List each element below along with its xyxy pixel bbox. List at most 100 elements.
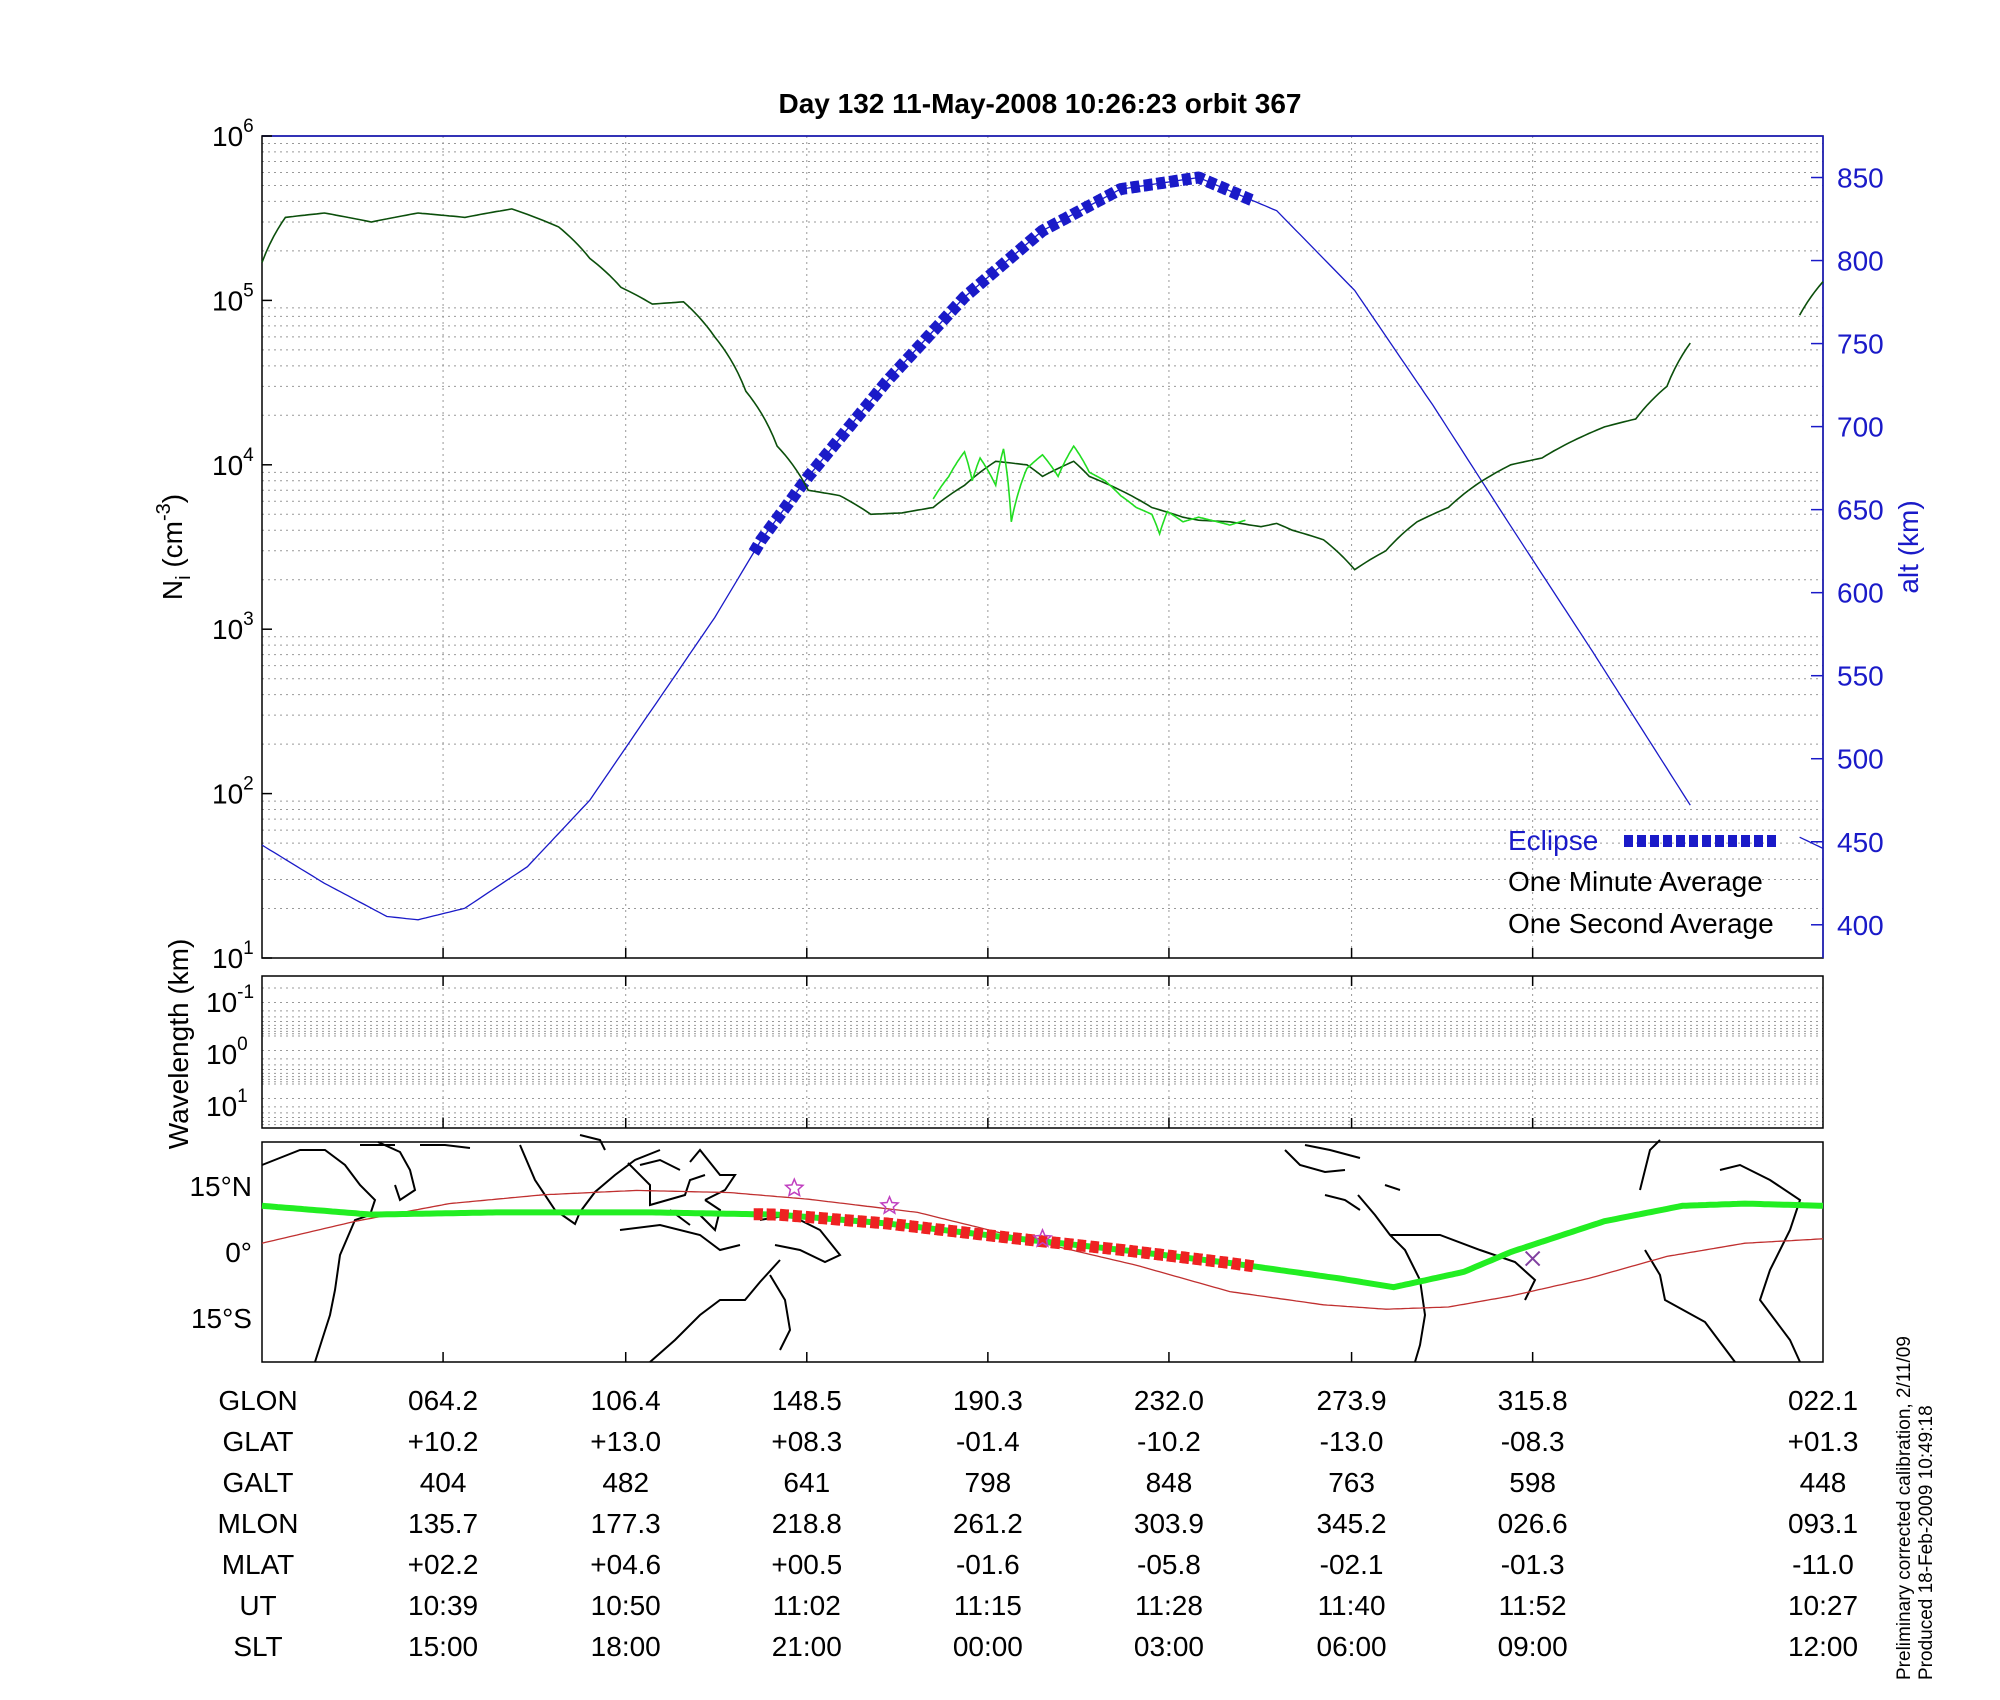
left-axis-label: Ni (cm-3) (153, 494, 195, 600)
table-cell: +10.2 (408, 1426, 479, 1457)
table-cell: 482 (602, 1467, 649, 1498)
table-cell: 261.2 (953, 1508, 1023, 1539)
table-cell: +00.5 (771, 1549, 842, 1580)
panel1-grid (262, 136, 1823, 958)
coastlines (261, 1134, 1802, 1363)
ground-track-eclipse-segment (753, 1208, 1255, 1273)
table-cell: 15:00 (408, 1631, 478, 1662)
table-cell: 12:00 (1788, 1631, 1858, 1662)
table-row-label: GLAT (222, 1426, 293, 1457)
table-cell: 06:00 (1317, 1631, 1387, 1662)
wavelength-tick-base: 10 (206, 987, 237, 1018)
table-cell: 345.2 (1317, 1508, 1387, 1539)
panel2-grid (262, 976, 1823, 1128)
table-cell: 148.5 (772, 1385, 842, 1416)
left-tick-label: 106 (212, 116, 254, 152)
table-cell: -02.1 (1320, 1549, 1384, 1580)
legend-second-label: One Second Average (1508, 908, 1774, 939)
ni-one-minute-average-line (261, 208, 1824, 571)
table-cell: 03:00 (1134, 1631, 1204, 1662)
event-star-marker (1032, 1227, 1053, 1248)
right-tick-label: 600 (1837, 578, 1884, 609)
left-label-unit: (cm (157, 521, 188, 568)
table-cell: 190.3 (953, 1385, 1023, 1416)
event-markers (783, 1177, 1541, 1267)
table-cell: 00:00 (953, 1631, 1023, 1662)
left-tick-base: 10 (212, 943, 243, 974)
svg-text:Ni (cm-3): Ni (cm-3) (153, 494, 195, 600)
footer-notes: Preliminary corrected calibration, 2/11/… (1894, 1336, 1937, 1680)
wavelength-tick-base: 10 (206, 1039, 237, 1070)
footer-line-2: Produced 18-Feb-2009 10:49:18 (1916, 1405, 1937, 1680)
table-cell: 09:00 (1498, 1631, 1568, 1662)
table-cell: 273.9 (1317, 1385, 1387, 1416)
table-cell: +08.3 (771, 1426, 842, 1457)
altitude-line (261, 176, 1824, 921)
right-tick-label: 550 (1837, 661, 1884, 692)
table-cell: 18:00 (591, 1631, 661, 1662)
panel2-frame (261, 975, 1824, 1129)
wavelength-tick-label: 10-1 (206, 982, 254, 1018)
wavelength-tick-label: 101 (206, 1086, 248, 1122)
panel1-x-ticks (442, 948, 1534, 958)
right-axis-ticks: 400 450 500 550 600 650 700 750 800 850 (1811, 163, 1884, 941)
table-row-label: UT (239, 1590, 276, 1621)
wavelength-tick-label: 100 (206, 1034, 248, 1070)
table-cell: 135.7 (408, 1508, 478, 1539)
left-tick-label: 102 (212, 774, 254, 810)
table-cell: 093.1 (1788, 1508, 1858, 1539)
table-cell: -11.0 (1792, 1549, 1854, 1580)
left-tick-label: 104 (212, 445, 254, 481)
table-cell: 10:39 (408, 1590, 478, 1621)
chart-title: Day 132 11-May-2008 10:26:23 orbit 367 (779, 88, 1302, 119)
table-cell: 177.3 (591, 1508, 661, 1539)
table-cell: 10:50 (591, 1590, 661, 1621)
table-row-label: MLON (218, 1508, 299, 1539)
table-cell: 11:52 (1499, 1590, 1567, 1621)
table-row-label: GLON (218, 1385, 297, 1416)
table-cell: 598 (1509, 1467, 1556, 1498)
latitude-axis-ticks: 15°N 0° 15°S (189, 1171, 252, 1334)
table-row-label: MLAT (222, 1549, 295, 1580)
table-cell: 10:27 (1788, 1590, 1858, 1621)
magnetic-equator-line (261, 1189, 1824, 1310)
wavelength-tick-exp: 1 (237, 1086, 248, 1107)
table-cell: 064.2 (408, 1385, 478, 1416)
left-tick-exp: 3 (243, 609, 254, 630)
right-tick-label: 650 (1837, 495, 1884, 526)
left-tick-exp: 2 (243, 774, 254, 795)
left-tick-label: 101 (212, 938, 254, 974)
table-row-label: GALT (222, 1467, 293, 1498)
table-cell: 21:00 (772, 1631, 842, 1662)
left-label-unit-close: ) (157, 494, 188, 503)
table-cell: 798 (965, 1467, 1012, 1498)
wavelength-axis-label: Wavelength (km) (163, 939, 194, 1150)
table-cell: -08.3 (1501, 1426, 1565, 1457)
table-cell: +13.0 (590, 1426, 661, 1457)
left-tick-base: 10 (212, 450, 243, 481)
right-tick-label: 400 (1837, 910, 1884, 941)
table-cell: 641 (783, 1467, 830, 1498)
right-tick-label: 450 (1837, 827, 1884, 858)
right-tick-label: 850 (1837, 163, 1884, 194)
latitude-tick-label: 0° (225, 1237, 252, 1268)
ni-one-second-average-line (932, 444, 1246, 537)
right-tick-label: 800 (1837, 246, 1884, 277)
table-cell: 026.6 (1498, 1508, 1568, 1539)
left-tick-base: 10 (212, 121, 243, 152)
left-tick-base: 10 (212, 285, 243, 316)
left-tick-exp: 1 (243, 938, 254, 959)
wavelength-tick-exp: 0 (237, 1034, 248, 1055)
endpoint-marker (1524, 1250, 1541, 1267)
table-cell: -01.3 (1501, 1549, 1565, 1580)
table-cell: 763 (1328, 1467, 1375, 1498)
left-tick-exp: 5 (243, 280, 254, 301)
right-axis-label: alt (km) (1893, 500, 1924, 593)
left-tick-exp: 4 (243, 445, 254, 466)
panel3-x-ticks (442, 1352, 1534, 1362)
latitude-tick-label: 15°S (191, 1303, 252, 1334)
right-tick-label: 500 (1837, 744, 1884, 775)
table-cell: 11:28 (1135, 1590, 1203, 1621)
